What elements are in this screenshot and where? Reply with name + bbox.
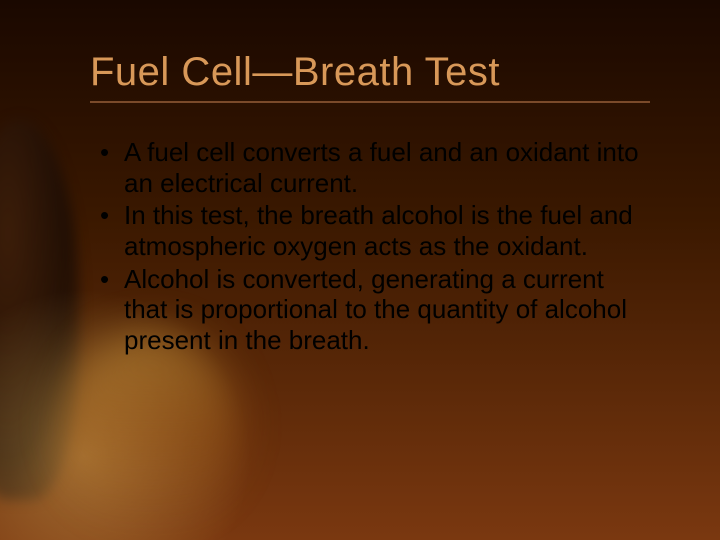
slide-title: Fuel Cell—Breath Test: [90, 50, 660, 95]
bullet-item: A fuel cell converts a fuel and an oxida…: [124, 137, 660, 198]
title-underline: [90, 101, 650, 103]
bullet-item: Alcohol is converted, generating a curre…: [124, 264, 660, 356]
slide-container: Fuel Cell—Breath Test A fuel cell conver…: [0, 0, 720, 540]
slide-content: Fuel Cell—Breath Test A fuel cell conver…: [0, 0, 720, 398]
bullet-item: In this test, the breath alcohol is the …: [124, 200, 660, 261]
bullet-list: A fuel cell converts a fuel and an oxida…: [80, 137, 660, 356]
